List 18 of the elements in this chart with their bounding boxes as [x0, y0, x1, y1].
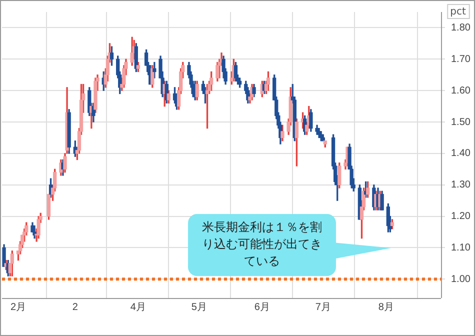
x-tick-label: 6月: [254, 302, 270, 313]
y-tick-label: 1.30: [451, 180, 471, 191]
y-tick-label: 1.70: [451, 54, 471, 65]
x-tick-label: 2: [72, 302, 78, 313]
x-tick-label: 7月: [315, 302, 331, 313]
y-axis-title: pct: [450, 6, 466, 18]
y-tick-label: 1.10: [451, 242, 471, 254]
annotation: 米長期金利は１％を割り込む可能性が出てきている: [201, 219, 323, 270]
x-tick-label: 8月: [378, 302, 394, 313]
x-tick-label: 4月: [130, 302, 146, 313]
y-tick-label: 1.20: [451, 211, 471, 222]
x-tick-label: 5月: [191, 302, 207, 313]
y-tick-label: 1.40: [451, 148, 471, 160]
y-tick-label: 1.80: [451, 22, 471, 34]
y-tick-label: 1.00: [451, 274, 471, 285]
x-tick-label: 2月: [10, 302, 26, 313]
y-tick-label: 1.50: [451, 116, 471, 128]
y-tick-label: 1.60: [451, 85, 471, 96]
